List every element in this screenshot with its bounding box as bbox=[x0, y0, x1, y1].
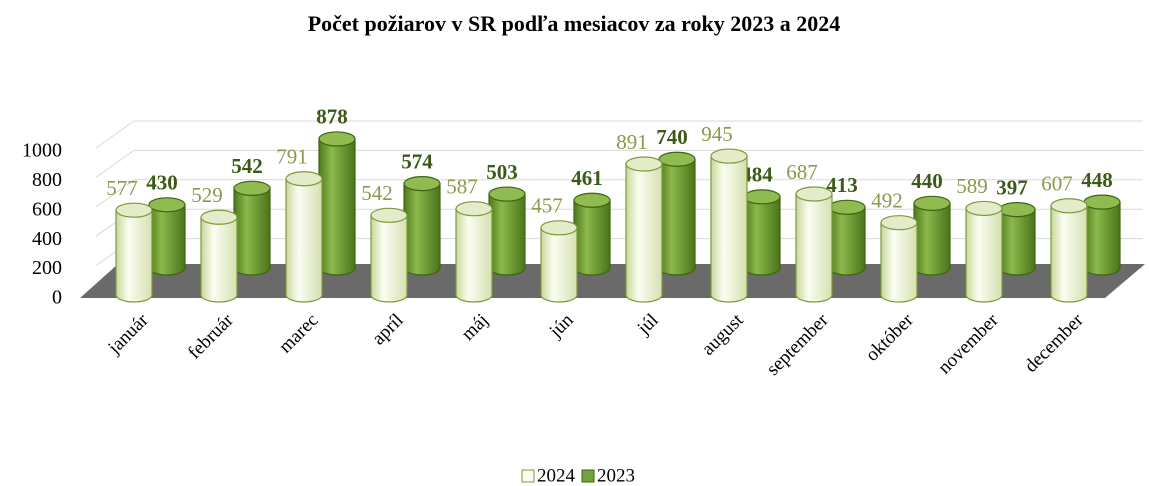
value-label: 577 bbox=[106, 176, 138, 200]
bar-top bbox=[828, 199, 866, 215]
bar bbox=[1083, 201, 1121, 276]
value-label: 791 bbox=[276, 145, 308, 169]
bar bbox=[370, 214, 408, 303]
bar-top bbox=[743, 189, 781, 205]
grid-line bbox=[95, 149, 135, 178]
bar-top bbox=[998, 202, 1036, 218]
bar-top bbox=[488, 186, 526, 202]
value-label: 492 bbox=[871, 188, 903, 212]
value-label: 740 bbox=[656, 125, 688, 149]
y-tick-label: 200 bbox=[32, 257, 62, 279]
bar-top bbox=[148, 197, 186, 213]
value-label: 587 bbox=[446, 175, 478, 199]
value-label: 542 bbox=[231, 154, 263, 178]
bar bbox=[795, 193, 833, 303]
y-tick-label: 400 bbox=[32, 228, 62, 250]
value-label: 503 bbox=[486, 160, 518, 184]
x-tick-label: máj bbox=[458, 310, 493, 345]
bar bbox=[540, 227, 578, 303]
bar bbox=[913, 202, 951, 276]
y-tick-label: 600 bbox=[32, 198, 62, 220]
y-tick-label: 800 bbox=[32, 169, 62, 191]
bar bbox=[710, 155, 748, 303]
bar-top bbox=[285, 171, 323, 187]
bar bbox=[625, 163, 663, 303]
bar-top bbox=[200, 209, 238, 225]
bar bbox=[455, 208, 493, 303]
bar-top bbox=[540, 220, 578, 236]
grid-line bbox=[95, 179, 135, 208]
bar bbox=[285, 178, 323, 303]
y-tick-label: 0 bbox=[52, 287, 62, 309]
value-label: 945 bbox=[701, 122, 733, 146]
x-tick-label: júl bbox=[633, 310, 663, 340]
legend-swatch bbox=[581, 469, 595, 483]
bar bbox=[965, 207, 1003, 303]
bar-top bbox=[710, 148, 748, 164]
value-label: 687 bbox=[786, 160, 818, 184]
bar-top bbox=[913, 195, 951, 211]
bar-top bbox=[1050, 198, 1088, 214]
chart-title: Počet požiarov v SR podľa mesiacov za ro… bbox=[308, 11, 841, 36]
value-label: 529 bbox=[191, 183, 223, 207]
bar-top bbox=[658, 151, 696, 167]
legend-label: 2023 bbox=[597, 465, 635, 486]
x-tick-label: január bbox=[103, 309, 153, 359]
legend-label: 2024 bbox=[537, 465, 576, 486]
value-label: 448 bbox=[1081, 168, 1113, 192]
bar-top bbox=[115, 202, 153, 218]
value-label: 891 bbox=[616, 130, 648, 154]
value-label: 542 bbox=[361, 181, 393, 205]
bar bbox=[488, 193, 526, 276]
bar bbox=[743, 196, 781, 276]
grid-line bbox=[95, 120, 135, 149]
bar bbox=[233, 187, 271, 276]
x-tick-label: november bbox=[934, 309, 1003, 378]
y-tick-label: 1000 bbox=[22, 140, 62, 162]
value-label: 607 bbox=[1041, 172, 1073, 196]
value-label: 457 bbox=[531, 194, 563, 218]
x-tick-label: február bbox=[184, 309, 238, 363]
x-tick-label: jún bbox=[545, 309, 578, 342]
bar-top bbox=[965, 200, 1003, 217]
bar-top bbox=[573, 192, 611, 208]
bar-top bbox=[370, 207, 408, 223]
bar-top bbox=[455, 201, 493, 217]
x-tick-label: december bbox=[1021, 309, 1089, 377]
value-label: 461 bbox=[571, 166, 603, 190]
x-tick-label: október bbox=[862, 309, 918, 365]
bar bbox=[1050, 205, 1088, 303]
bar-top bbox=[625, 156, 663, 172]
bar bbox=[998, 209, 1036, 276]
value-label: 589 bbox=[956, 174, 988, 198]
value-label: 397 bbox=[996, 175, 1028, 199]
value-label: 878 bbox=[316, 105, 348, 129]
x-tick-label: august bbox=[698, 309, 748, 359]
value-label: 440 bbox=[911, 169, 943, 193]
value-label: 574 bbox=[401, 149, 433, 173]
bar-top bbox=[403, 176, 441, 192]
bar bbox=[318, 138, 356, 276]
bar-top bbox=[318, 131, 356, 147]
value-label: 430 bbox=[146, 171, 178, 195]
bar bbox=[880, 222, 918, 303]
bar bbox=[200, 216, 238, 303]
bar bbox=[573, 199, 611, 276]
x-tick-label: september bbox=[763, 309, 834, 380]
bar bbox=[115, 209, 153, 303]
bar bbox=[403, 183, 441, 276]
bar bbox=[148, 204, 186, 276]
x-tick-label: apríl bbox=[368, 310, 407, 349]
bar bbox=[828, 206, 866, 276]
bar-top bbox=[880, 215, 918, 231]
x-tick-label: marec bbox=[275, 310, 323, 358]
bar-top bbox=[1083, 194, 1121, 210]
legend-swatch bbox=[521, 469, 535, 483]
bar bbox=[658, 158, 696, 276]
bar-top bbox=[795, 186, 833, 202]
bar-top bbox=[233, 180, 271, 196]
